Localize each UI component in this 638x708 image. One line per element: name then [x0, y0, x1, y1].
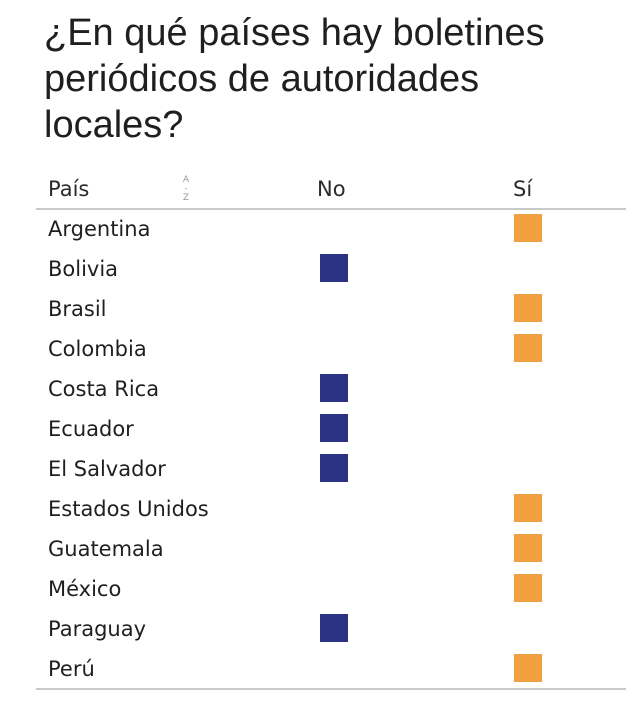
table-row: El Salvador [36, 450, 626, 490]
country-label: Estados Unidos [48, 497, 209, 521]
country-label: Bolivia [48, 257, 119, 281]
country-label: Guatemala [48, 537, 164, 561]
mark-yes[interactable] [514, 654, 542, 682]
mark-no[interactable] [320, 374, 348, 402]
table-row: Argentina [36, 210, 626, 250]
table-row: Colombia [36, 330, 626, 370]
header-yes[interactable]: Sí [513, 177, 533, 201]
sort-alphabetical-icon[interactable]: A-Z [182, 175, 190, 203]
header-country[interactable]: País [48, 177, 90, 201]
country-label: Ecuador [48, 417, 134, 441]
table-row: Perú [36, 650, 626, 690]
mark-yes[interactable] [514, 214, 542, 242]
chart-table: País A-Z No Sí Argentina Bolivia Brasil Col… [36, 170, 626, 690]
mark-yes[interactable] [514, 534, 542, 562]
table-row: Bolivia [36, 250, 626, 290]
mark-no[interactable] [320, 254, 348, 282]
table-row: Paraguay [36, 610, 626, 650]
mark-yes[interactable] [514, 334, 542, 362]
country-label: Argentina [48, 217, 151, 241]
table-row: Costa Rica [36, 370, 626, 410]
table-row: Ecuador [36, 410, 626, 450]
table-header: País A-Z No Sí [36, 170, 626, 210]
country-label: Brasil [48, 297, 107, 321]
mark-no[interactable] [320, 614, 348, 642]
table-row: México [36, 570, 626, 610]
mark-yes[interactable] [514, 494, 542, 522]
table-row: Brasil [36, 290, 626, 330]
table-row: Guatemala [36, 530, 626, 570]
country-label: México [48, 577, 122, 601]
mark-yes[interactable] [514, 294, 542, 322]
mark-no[interactable] [320, 454, 348, 482]
mark-yes[interactable] [514, 574, 542, 602]
table-row: Estados Unidos [36, 490, 626, 530]
mark-no[interactable] [320, 414, 348, 442]
chart-title: ¿En qué países hay boletines periódicos … [44, 12, 545, 146]
header-no[interactable]: No [317, 177, 346, 201]
country-label: Colombia [48, 337, 147, 361]
table-body: Argentina Bolivia Brasil Colombia Costa Rica… [36, 210, 626, 690]
country-label: Costa Rica [48, 377, 160, 401]
bottom-divider [36, 688, 626, 690]
country-label: Perú [48, 657, 95, 681]
country-label: Paraguay [48, 617, 147, 641]
country-label: El Salvador [48, 457, 166, 481]
